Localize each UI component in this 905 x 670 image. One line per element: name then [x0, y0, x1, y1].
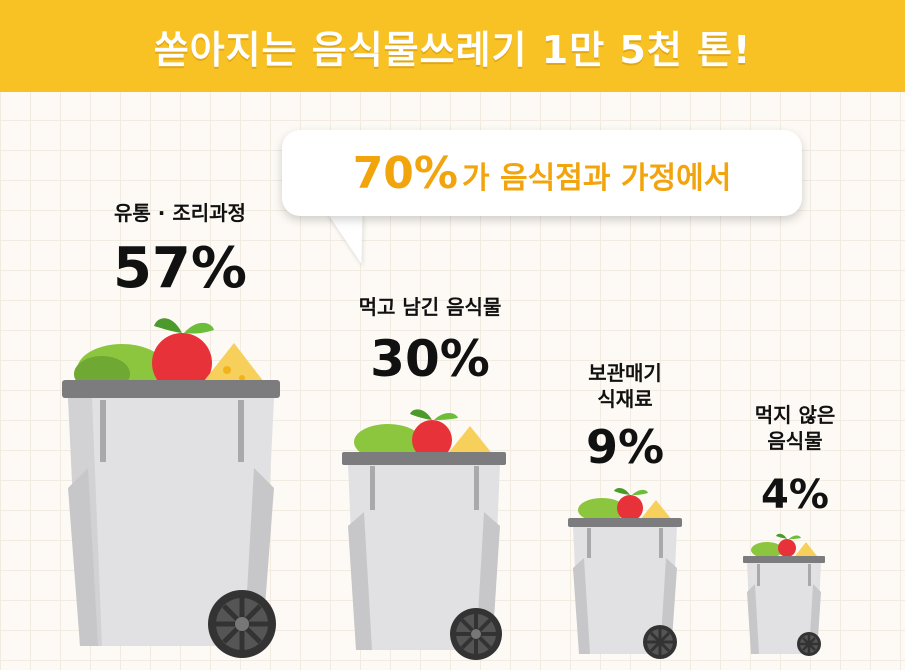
trash-bin-icon: [743, 533, 825, 656]
trash-bin-3: [568, 482, 682, 660]
category-1-percent: 57%: [112, 236, 248, 301]
category-4-percent: 4%: [761, 472, 829, 518]
trash-bin-4: [743, 528, 825, 660]
bin-body: [68, 398, 274, 646]
wheel-icon: [208, 590, 276, 658]
callout-description: 가 음식점과 가정에서: [462, 160, 732, 196]
speech-bubble-tail: [326, 212, 380, 264]
callout-bubble: 70% 가 음식점과 가정에서: [282, 130, 802, 216]
wheel-icon: [797, 632, 821, 656]
category-3-label: 보관매기 식재료: [550, 360, 700, 412]
trash-bin-icon: [62, 318, 280, 658]
wheel-icon: [643, 625, 677, 659]
page-title: 쏟아지는 음식물쓰레기 1만 5천 톤!: [153, 27, 752, 72]
category-1-label: 유통 · 조리과정: [114, 201, 246, 225]
category-3-percent: 9%: [585, 420, 665, 474]
category-4-label-line2: 음식물: [767, 429, 823, 453]
title-banner: 쏟아지는 음식물쓰레기 1만 5천 톤!: [0, 0, 905, 92]
trash-bin-icon: [568, 488, 682, 659]
callout-percent: 70%: [352, 147, 459, 199]
category-2-label: 먹고 남긴 음식물: [358, 295, 502, 319]
wheel-icon: [450, 608, 502, 660]
bin-lid: [62, 380, 280, 398]
callout-text: 70% 가 음식점과 가정에서: [353, 148, 732, 199]
category-3-label-line1: 보관매기: [588, 361, 662, 385]
category-3-label-line2: 식재료: [597, 387, 653, 411]
category-2-percent: 30%: [370, 330, 490, 388]
trash-bin-icon: [342, 409, 506, 660]
category-4-label: 먹지 않은 음식물: [715, 402, 875, 454]
category-4-label-line1: 먹지 않은: [754, 403, 836, 427]
trash-bin-1: [62, 308, 280, 660]
trash-bin-2: [342, 402, 506, 660]
